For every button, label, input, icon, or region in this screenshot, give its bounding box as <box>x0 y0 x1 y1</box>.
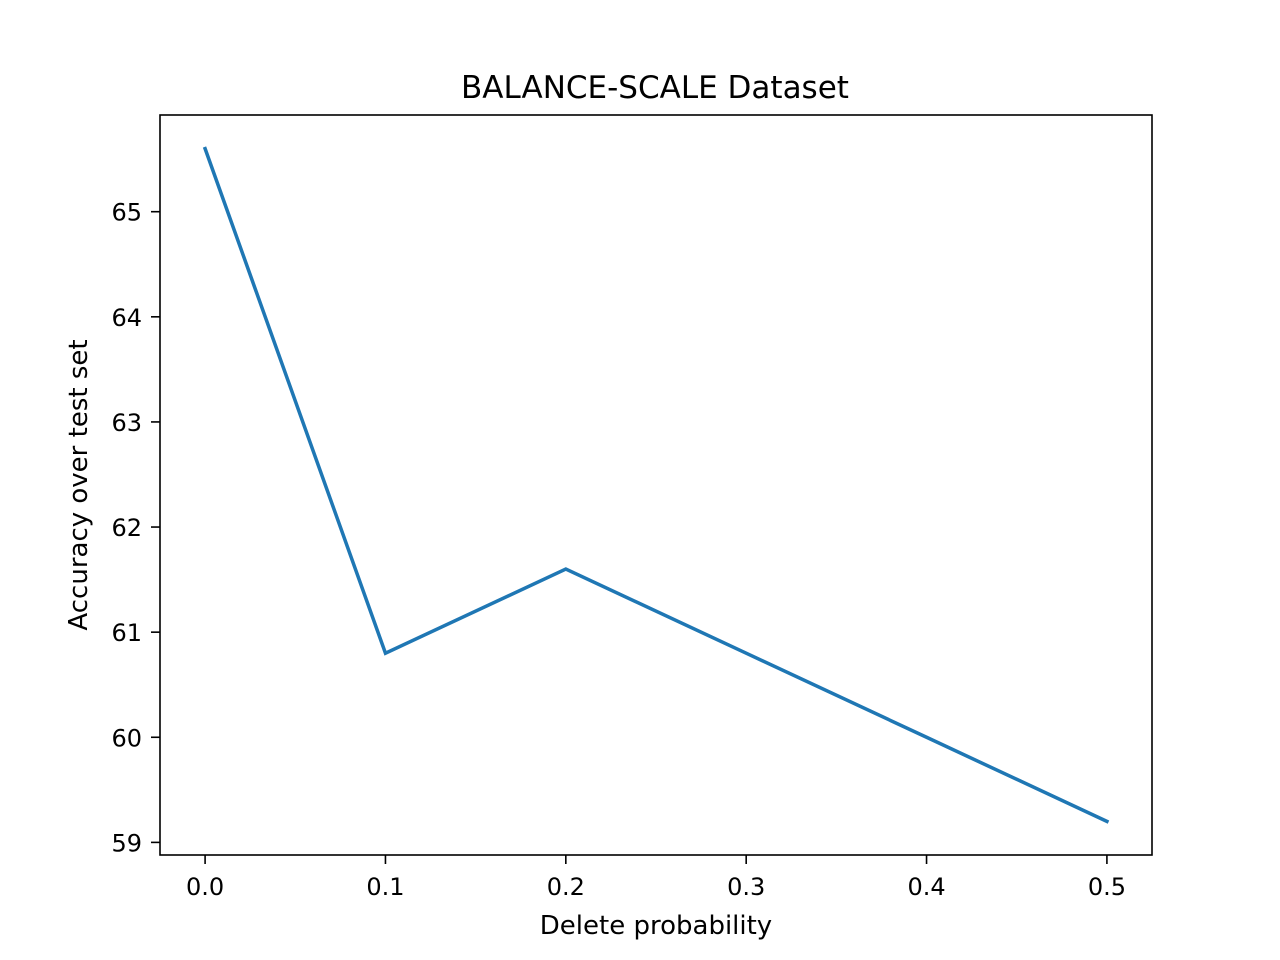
y-tick-label: 63 <box>111 409 142 437</box>
x-axis-label: Delete probability <box>540 911 772 941</box>
y-axis-label: Accuracy over test set <box>64 339 94 630</box>
y-axis: 59 60 61 62 63 64 65 <box>111 199 160 857</box>
x-tick-label: 0.5 <box>1088 873 1126 901</box>
x-tick-label: 0.4 <box>907 873 945 901</box>
x-tick-label: 0.3 <box>727 873 765 901</box>
y-tick-label: 65 <box>111 199 142 227</box>
x-tick-label: 0.0 <box>186 873 224 901</box>
chart-title: BALANCE-SCALE Dataset <box>461 70 849 106</box>
series-layer <box>202 146 1110 824</box>
series-line <box>202 146 1110 824</box>
y-tick-label: 64 <box>111 304 142 332</box>
x-tick-label: 0.1 <box>366 873 404 901</box>
x-tick-label: 0.2 <box>547 873 585 901</box>
axes-frame <box>159 114 1153 856</box>
y-tick-label: 62 <box>111 514 142 542</box>
x-axis: 0.0 0.1 0.2 0.3 0.4 0.5 <box>186 855 1126 901</box>
y-tick-label: 59 <box>111 829 142 857</box>
y-tick-label: 61 <box>111 619 142 647</box>
y-tick-label: 60 <box>111 724 142 752</box>
